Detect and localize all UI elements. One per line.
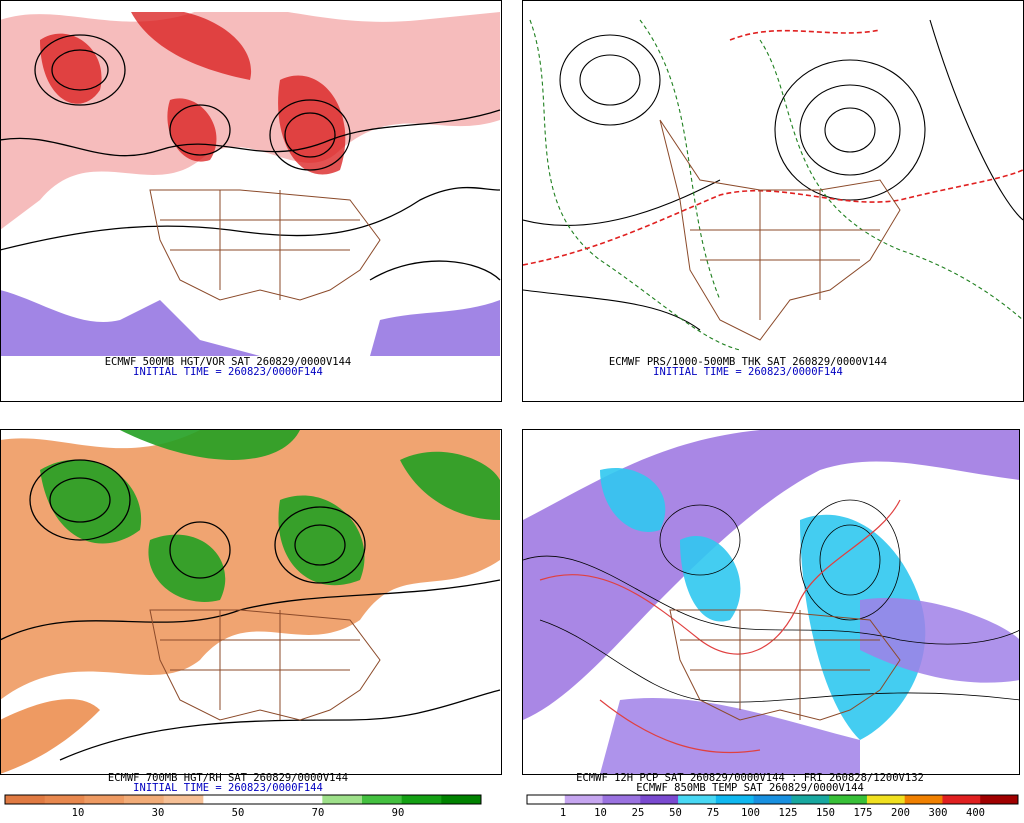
colorbar-label: 30: [152, 807, 165, 819]
colorbar-swatch: [203, 795, 244, 804]
colorbar-swatch: [362, 795, 403, 804]
colorbar-label: 75: [707, 807, 720, 819]
colorbar-label: 90: [392, 807, 405, 819]
colorbar-label: 50: [669, 807, 682, 819]
colorbar-label: 10: [72, 807, 85, 819]
panel-frame: [0, 429, 502, 775]
colorbar-swatch: [942, 795, 981, 804]
colorbar-swatch: [163, 795, 204, 804]
colorbar-swatch: [753, 795, 792, 804]
panel-subtitle: ECMWF 850MB TEMP SAT 260829/0000V144: [636, 782, 864, 794]
panel-title: ECMWF 500MB HGT/VOR SAT 260829/0000V144: [105, 356, 352, 368]
colorbar-label: 175: [854, 807, 873, 819]
colorbar-label: 125: [779, 807, 798, 819]
colorbar-frame: [526, 794, 1019, 805]
colorbar-label: 70: [312, 807, 325, 819]
colorbar-swatch: [980, 795, 1019, 804]
colorbar-swatch: [401, 795, 442, 804]
colorbar-label: 25: [632, 807, 645, 819]
initial-time: INITIAL TIME = 260823/0000F144: [133, 366, 323, 378]
colorbar-swatch: [5, 795, 46, 804]
colorbar: 10 30 50 70 90: [4, 794, 482, 819]
map: [1, 12, 501, 356]
initial-time: INITIAL TIME = 260823/0000F144: [133, 782, 323, 794]
colorbar-label: 1: [560, 807, 566, 819]
panel-frame: [522, 0, 1024, 402]
colorbar-swatch: [243, 795, 284, 804]
colorbar-swatch: [791, 795, 830, 804]
colorbar-swatch: [124, 795, 165, 804]
map: [523, 19, 1023, 351]
colorbar: 1 10 25 50 75 100 125 150 175 200 300 400: [526, 794, 1019, 819]
panel-title: ECMWF PRS/1000-500MB THK SAT 260829/0000…: [609, 356, 887, 368]
colorbar-swatch: [640, 795, 679, 804]
map: [1, 430, 501, 774]
colorbar-swatch: [564, 795, 604, 804]
map: [523, 430, 1019, 774]
panel-title: ECMWF 12H PCP SAT 260829/0000V144 : FRI …: [576, 772, 924, 784]
colorbar-swatch: [441, 795, 482, 804]
colorbar-swatch: [322, 795, 363, 804]
colorbar-swatch: [715, 795, 755, 804]
colorbar-swatch: [44, 795, 85, 804]
colorbar-swatch: [829, 795, 868, 804]
colorbar-swatch: [904, 795, 943, 804]
colorbar-swatch: [84, 795, 125, 804]
colorbar-swatch: [678, 795, 717, 804]
colorbar-label: 300: [929, 807, 948, 819]
colorbar-swatch: [527, 795, 566, 804]
colorbar-swatch: [602, 795, 641, 804]
colorbar-frame: [4, 794, 482, 805]
panel-frame: [522, 429, 1020, 775]
colorbar-swatch: [866, 795, 906, 804]
colorbar-swatch: [282, 795, 323, 804]
colorbar-label: 200: [891, 807, 910, 819]
colorbar-label: 100: [741, 807, 760, 819]
initial-time: INITIAL TIME = 260823/0000F144: [653, 366, 843, 378]
panel-title: ECMWF 700MB HGT/RH SAT 260829/0000V144: [108, 772, 348, 784]
panel-frame: [0, 0, 502, 402]
colorbar-label: 10: [594, 807, 607, 819]
colorbar-label: 50: [232, 807, 245, 819]
colorbar-label: 150: [816, 807, 835, 819]
colorbar-label: 400: [966, 807, 985, 819]
